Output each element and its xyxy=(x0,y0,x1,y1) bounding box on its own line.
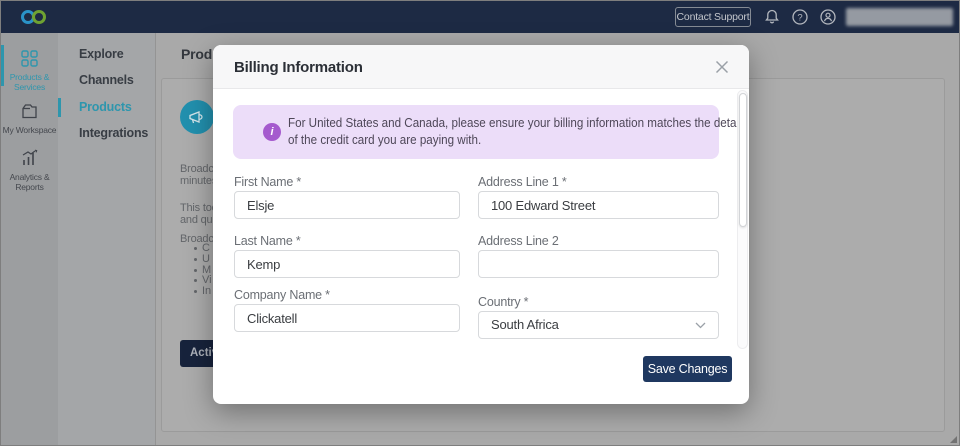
company-name-label: Company Name * xyxy=(234,288,330,302)
bullet-item: In xyxy=(202,285,212,297)
bar-chart-icon xyxy=(22,149,38,165)
address-line-2-field[interactable] xyxy=(478,250,719,278)
bullet-dot xyxy=(194,269,197,272)
help-icon[interactable]: ? xyxy=(791,8,809,26)
bullet-dot xyxy=(194,279,197,282)
account-icon[interactable] xyxy=(819,8,837,26)
subnav-item-products[interactable]: Products xyxy=(79,100,132,114)
banner-text-line: For United States and Canada, please ens… xyxy=(288,116,748,130)
last-name-label: Last Name * xyxy=(234,234,301,248)
modal-title: Billing Information xyxy=(234,59,363,76)
info-banner: i For United States and Canada, please e… xyxy=(233,105,747,159)
nav-rail: Products & Services My Workspace Analyti… xyxy=(1,33,58,445)
folder-icon xyxy=(22,104,37,119)
broadcast-product-badge xyxy=(180,100,214,134)
address-line-2-label: Address Line 2 xyxy=(478,234,559,248)
clickatell-logo-icon xyxy=(21,10,46,24)
bullet-dot xyxy=(194,247,197,250)
rail-label-line: Reports xyxy=(15,182,44,192)
country-select-value: South Africa xyxy=(491,317,559,332)
subnav-active-indicator xyxy=(58,98,61,117)
bullet-item: M xyxy=(202,264,212,276)
modal-scrollbar-thumb[interactable] xyxy=(739,93,747,227)
rail-label-line: My Workspace xyxy=(2,125,57,135)
rail-active-indicator xyxy=(1,45,4,86)
info-icon: i xyxy=(263,123,281,141)
sub-nav: Explore Channels Products Integrations xyxy=(58,33,156,445)
subnav-item-channels[interactable]: Channels xyxy=(79,73,134,87)
sidebar-item-products-services[interactable]: Products & Services xyxy=(1,50,58,92)
rail-label-line: Services xyxy=(14,82,45,92)
subnav-item-integrations[interactable]: Integrations xyxy=(79,126,149,140)
bullet-item: Vi xyxy=(202,274,212,286)
country-select[interactable]: South Africa xyxy=(478,311,719,339)
contact-support-button[interactable]: Contact Support xyxy=(675,7,751,27)
sidebar-item-analytics-reports[interactable]: Analytics & Reports xyxy=(1,149,58,192)
grid-icon xyxy=(21,50,38,67)
card-text-line: Broadca xyxy=(180,233,220,245)
company-name-field[interactable] xyxy=(234,304,460,332)
close-icon[interactable] xyxy=(715,60,729,74)
card-text-line: This too xyxy=(180,202,218,214)
card-text-line: Broadca xyxy=(180,163,220,175)
first-name-field[interactable] xyxy=(234,191,460,219)
card-text-line: minutes xyxy=(180,175,218,187)
sidebar-item-my-workspace[interactable]: My Workspace xyxy=(1,103,58,135)
banner-text-line: of the credit card you are paying with. xyxy=(288,133,482,147)
bullet-item: C xyxy=(202,242,210,254)
billing-information-modal: Billing Information i For United States … xyxy=(213,45,749,404)
save-changes-button[interactable]: Save Changes xyxy=(643,356,732,382)
bullet-dot xyxy=(194,258,197,261)
redacted-username xyxy=(846,8,953,26)
country-label: Country * xyxy=(478,295,529,309)
address-line-1-field[interactable] xyxy=(478,191,719,219)
first-name-label: First Name * xyxy=(234,175,302,189)
rail-label-line: Products & xyxy=(9,72,50,82)
chevron-down-icon xyxy=(695,322,706,329)
bell-icon[interactable] xyxy=(763,8,781,26)
megaphone-icon xyxy=(189,111,203,124)
last-name-field[interactable] xyxy=(234,250,460,278)
bullet-dot xyxy=(194,290,197,293)
top-bar: Contact Support ? xyxy=(1,1,959,33)
subnav-item-explore[interactable]: Explore xyxy=(79,47,124,61)
svg-text:?: ? xyxy=(797,13,802,24)
address-line-1-label: Address Line 1 * xyxy=(478,175,567,189)
resize-grip-icon xyxy=(950,436,957,443)
rail-label-line: Analytics & xyxy=(9,172,50,182)
modal-header: Billing Information xyxy=(213,45,749,89)
card-text-line: and quic xyxy=(180,214,220,226)
bullet-item: U xyxy=(202,253,210,265)
